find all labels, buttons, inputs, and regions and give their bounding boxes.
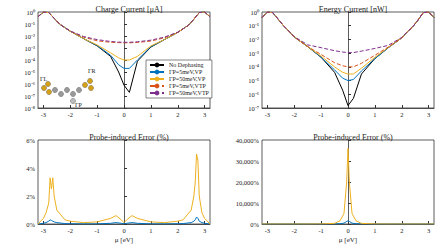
svg-text:10⁻⁴: 10⁻⁴ xyxy=(24,57,36,64)
svg-text:30,000%: 30,000% xyxy=(236,158,260,165)
svg-text:-1: -1 xyxy=(94,227,99,234)
svg-text:0: 0 xyxy=(122,227,125,234)
svg-text:ΓP: ΓP xyxy=(75,102,82,108)
svg-text:3: 3 xyxy=(203,111,206,118)
svg-text:-2: -2 xyxy=(292,111,297,118)
svg-text:-2: -2 xyxy=(68,227,73,234)
svg-text:0%: 0% xyxy=(26,221,35,228)
svg-text:2%: 2% xyxy=(26,193,35,200)
svg-text:10⁻⁶: 10⁻⁶ xyxy=(24,81,35,88)
svg-text:-1: -1 xyxy=(318,111,323,118)
svg-text:10⁻⁸: 10⁻⁸ xyxy=(24,105,36,112)
svg-text:ΓP=50meV,VP: ΓP=50meV,VP xyxy=(169,76,206,82)
svg-text:1: 1 xyxy=(149,227,152,234)
svg-text:10⁻²: 10⁻² xyxy=(249,36,260,43)
svg-text:10⁻⁴: 10⁻⁴ xyxy=(248,63,260,70)
svg-text:10⁰: 10⁰ xyxy=(251,9,261,16)
svg-text:40,000%: 40,000% xyxy=(236,137,260,144)
svg-text:10⁻¹: 10⁻¹ xyxy=(249,22,260,29)
svg-text:10⁻⁷: 10⁻⁷ xyxy=(24,93,35,100)
svg-text:Probe-induced Error (%): Probe-induced Error (%) xyxy=(313,133,393,142)
svg-text:10⁻⁶: 10⁻⁶ xyxy=(248,91,259,98)
svg-text:μ [eV]: μ [eV] xyxy=(339,236,357,244)
svg-text:Probe-induced Error (%): Probe-induced Error (%) xyxy=(89,133,169,142)
svg-text:10⁰: 10⁰ xyxy=(27,9,37,16)
svg-text:-3: -3 xyxy=(265,111,270,118)
svg-text:10⁻⁷: 10⁻⁷ xyxy=(248,105,259,112)
svg-text:10⁻⁵: 10⁻⁵ xyxy=(248,77,259,84)
svg-text:3: 3 xyxy=(427,111,430,118)
svg-text:ΓP=5meV,VP: ΓP=5meV,VP xyxy=(169,69,203,75)
svg-text:ΓP=50meV,VTP: ΓP=50meV,VTP xyxy=(169,90,210,96)
svg-text:-3: -3 xyxy=(41,111,46,118)
svg-text:0: 0 xyxy=(346,227,349,234)
svg-text:10⁻⁵: 10⁻⁵ xyxy=(24,69,35,76)
svg-text:-3: -3 xyxy=(265,227,270,234)
svg-text:3: 3 xyxy=(203,227,206,234)
svg-text:1: 1 xyxy=(149,111,152,118)
svg-text:ΓP=5meV,VTP: ΓP=5meV,VTP xyxy=(169,83,207,89)
svg-text:2: 2 xyxy=(400,227,403,234)
svg-text:0%: 0% xyxy=(250,221,259,228)
svg-text:Charge Current [μA]: Charge Current [μA] xyxy=(96,5,163,14)
svg-text:-1: -1 xyxy=(94,111,99,118)
svg-text:-1: -1 xyxy=(318,227,323,234)
svg-text:10⁻³: 10⁻³ xyxy=(249,50,260,57)
svg-text:10⁻²: 10⁻² xyxy=(25,33,36,40)
svg-text:-2: -2 xyxy=(68,111,73,118)
svg-text:No Dephasing: No Dephasing xyxy=(169,62,204,68)
svg-text:0: 0 xyxy=(122,111,125,118)
svg-text:μ [eV]: μ [eV] xyxy=(115,236,133,244)
svg-text:2: 2 xyxy=(176,227,179,234)
svg-text:Energy Current [nW]: Energy Current [nW] xyxy=(319,5,388,14)
svg-text:-3: -3 xyxy=(41,227,46,234)
svg-text:4%: 4% xyxy=(26,165,35,172)
svg-text:ΓL: ΓL xyxy=(40,76,47,82)
svg-text:20,000%: 20,000% xyxy=(236,179,260,186)
svg-text:2: 2 xyxy=(176,111,179,118)
svg-text:-2: -2 xyxy=(292,227,297,234)
svg-text:1: 1 xyxy=(373,111,376,118)
svg-text:6%: 6% xyxy=(26,137,35,144)
svg-text:10⁻¹: 10⁻¹ xyxy=(25,21,36,28)
svg-text:10⁻³: 10⁻³ xyxy=(25,45,36,52)
svg-text:0: 0 xyxy=(346,111,349,118)
svg-text:3: 3 xyxy=(427,227,430,234)
svg-text:ΓR: ΓR xyxy=(88,68,95,74)
svg-text:1: 1 xyxy=(373,227,376,234)
svg-text:10,000%: 10,000% xyxy=(236,200,260,207)
svg-text:2: 2 xyxy=(400,111,403,118)
